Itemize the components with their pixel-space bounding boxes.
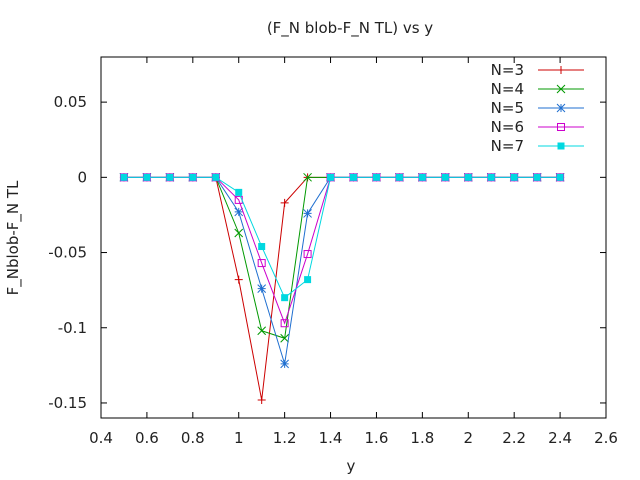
x-tick-label: 2: [463, 429, 473, 447]
x-tick-label: 0.4: [89, 429, 113, 447]
legend-label: N=6: [491, 118, 524, 136]
data-point: [280, 333, 289, 343]
series-n6: [119, 173, 565, 328]
legend-label: N=7: [491, 137, 524, 155]
data-point: [303, 250, 312, 259]
legend: N=3N=4N=5N=6N=7: [491, 61, 584, 155]
data-point: [464, 173, 472, 181]
legend-label: N=3: [491, 61, 524, 79]
legend-marker: [556, 103, 566, 113]
data-point: [257, 259, 266, 268]
data-point: [510, 173, 518, 181]
chart-title: (F_N blob-F_N TL) vs y: [267, 19, 433, 38]
data-point: [441, 173, 449, 181]
series-n3: [119, 173, 565, 404]
data-point: [556, 173, 564, 181]
plot-area: [119, 172, 565, 404]
data-point: [303, 172, 312, 182]
y-tick-label: 0: [77, 168, 87, 186]
series-line: [123, 176, 561, 401]
data-point: [304, 276, 312, 284]
x-tick-label: 1: [234, 429, 244, 447]
data-point: [533, 173, 541, 181]
x-tick-label: 1.6: [365, 429, 389, 447]
data-point: [280, 359, 289, 369]
y-axis-label: F_Nblob-F_N TL: [4, 180, 23, 295]
series-line: [123, 176, 561, 339]
y-tick-label: -0.1: [58, 319, 87, 337]
axes: 0.4 0.6 0.8 1 1.2 1.4 1.6 1.8 2 2.2 2.4 2.6 0.05 0 -0.…: [48, 56, 618, 447]
x-tick-label: 0.6: [135, 429, 159, 447]
y-tick-label: 0.05: [54, 93, 87, 111]
legend-marker: [557, 142, 565, 150]
data-point: [212, 173, 220, 181]
series-line: [123, 176, 561, 325]
data-point: [418, 173, 426, 181]
legend-marker: [557, 66, 565, 74]
series-line: [123, 176, 561, 364]
legend-marker: [557, 123, 565, 131]
plot-frame: [100, 56, 607, 419]
x-tick-label: 1.2: [273, 429, 297, 447]
data-point: [189, 173, 197, 181]
data-point: [143, 173, 151, 181]
data-point: [303, 209, 312, 218]
data-point: [280, 319, 289, 328]
y-tick-label: -0.15: [48, 394, 87, 412]
data-point: [257, 326, 267, 336]
data-point: [166, 173, 174, 181]
series-n4: [119, 172, 565, 343]
data-point: [120, 173, 128, 181]
data-point: [280, 198, 289, 207]
series-n5: [119, 172, 565, 369]
data-point: [281, 294, 289, 302]
data-point: [257, 284, 267, 293]
x-tick-label: 2.6: [594, 429, 618, 447]
data-point: [372, 173, 380, 181]
data-point: [234, 275, 243, 284]
series-n7: [120, 173, 564, 302]
series-line: [123, 176, 561, 299]
data-point: [235, 188, 243, 196]
data-point: [350, 173, 357, 181]
legend-label: N=4: [491, 80, 524, 98]
x-tick-label: 0.8: [181, 429, 205, 447]
x-tick-label: 1.4: [319, 429, 343, 447]
x-axis-label: y: [347, 457, 356, 475]
data-point: [487, 173, 495, 181]
data-point: [234, 207, 244, 217]
y-tick-label: -0.05: [48, 244, 87, 262]
data-point: [395, 173, 403, 181]
data-point: [327, 173, 335, 181]
x-tick-label: 1.8: [410, 429, 434, 447]
x-tick-label: 2.4: [548, 429, 572, 447]
data-point: [234, 228, 244, 238]
legend-label: N=5: [491, 99, 524, 117]
data-point: [257, 395, 266, 404]
legend-marker: [556, 84, 566, 94]
data-point: [258, 243, 266, 251]
x-tick-label: 2.2: [502, 429, 526, 447]
